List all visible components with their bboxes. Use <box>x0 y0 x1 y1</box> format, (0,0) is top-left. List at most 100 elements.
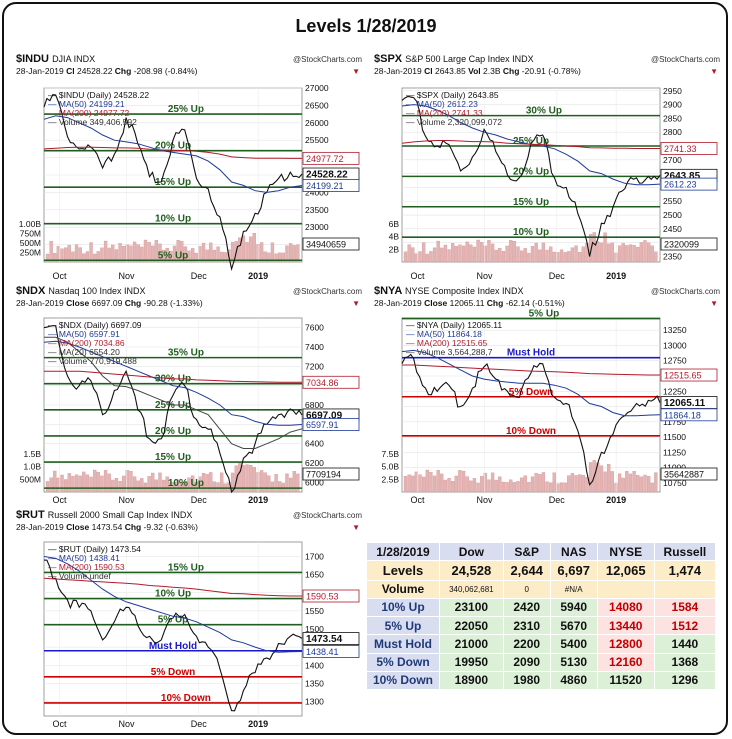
volume-bar <box>476 482 480 493</box>
close-value: 12065.11 <box>450 298 487 308</box>
volume-bar <box>465 241 469 263</box>
legend-entry: — Volume 2,320,099,072 <box>406 117 502 127</box>
y-tick-label: 2850 <box>663 113 682 123</box>
volume-bar <box>563 252 567 263</box>
legend-entry: — $RUT (Daily) 1473.54 <box>48 544 141 554</box>
y-tick-label: 1350 <box>305 678 324 688</box>
volume-bar <box>632 471 636 493</box>
volume-bar <box>296 244 300 263</box>
volume-bar <box>56 477 61 493</box>
y-tick-label: 23000 <box>305 222 329 232</box>
price-box <box>302 467 360 481</box>
table-cell: 13440 <box>596 616 655 636</box>
volume-bar <box>209 472 213 493</box>
chart-name: Russell 2000 Small Cap Index INDX <box>48 510 193 520</box>
volume-bar <box>194 252 198 263</box>
volume-bar <box>267 252 271 263</box>
volume-bar <box>512 240 517 263</box>
volume-bar <box>418 474 422 493</box>
volume-bar <box>125 244 129 263</box>
volume-bar <box>421 476 426 493</box>
y-tick-label: 2500 <box>663 210 682 220</box>
volume-bar <box>259 242 264 263</box>
series-line <box>43 94 303 272</box>
volume-bar <box>147 476 151 493</box>
volume-bar <box>100 475 104 493</box>
volume-bar <box>136 244 140 263</box>
volume-bar <box>567 251 571 263</box>
volume-bar <box>563 482 567 493</box>
plot-area <box>401 87 661 263</box>
volume-bar <box>296 473 300 493</box>
chart-legend: — $NYA (Daily) 12065.11— MA(50) 11864.18… <box>406 320 502 357</box>
volume-bar <box>49 477 53 493</box>
volume-bar <box>93 253 97 263</box>
y-tick-label: 1700 <box>305 552 324 562</box>
price-box-label: 24199.21 <box>306 181 344 191</box>
table-cell: 2420 <box>502 597 551 618</box>
volume-bar <box>100 247 104 263</box>
volume-bar <box>501 481 506 493</box>
chart-date: 28-Jan-2019 Cl 2643.85 Vol 2.3B Chg -20.… <box>374 66 581 76</box>
volume-bar <box>617 245 622 263</box>
down-triangle-icon: ▼ <box>352 67 360 76</box>
volume-bar <box>570 247 575 263</box>
volume-bar <box>599 465 604 493</box>
table-header-row: 1/28/2019 Dow S&P NAS NYSE Russell <box>366 541 717 562</box>
volume-bar <box>71 476 75 493</box>
price-box <box>302 645 360 658</box>
volume-bar <box>292 471 296 493</box>
volume-bar <box>505 482 509 493</box>
volume-bar <box>552 251 556 263</box>
volume-bar <box>581 246 585 263</box>
volume-bar <box>78 475 82 493</box>
volume-bar <box>151 472 155 493</box>
volume-bar <box>534 472 538 493</box>
volume-label: Vol <box>468 66 483 76</box>
volume-bar <box>209 242 213 263</box>
volume-bar <box>263 472 267 493</box>
volume-bar <box>607 243 611 263</box>
volume-bar <box>512 482 517 493</box>
volume-bar <box>85 251 90 263</box>
volume-bar <box>118 243 122 263</box>
close-value: 1473.54 <box>92 522 125 532</box>
volume-bar <box>436 470 440 493</box>
volume-bar <box>621 477 625 493</box>
volume-bar <box>643 240 647 263</box>
row-label: Must Hold <box>366 634 440 654</box>
volume-bar <box>60 474 64 493</box>
volume-bar <box>552 472 556 493</box>
price-box-label: 7034.86 <box>306 378 339 388</box>
volume-bar <box>407 474 411 493</box>
volume-bar <box>592 232 596 263</box>
y-tick-label: 13250 <box>663 325 687 335</box>
y-tick-label: 1650 <box>305 570 324 580</box>
volume-bar <box>578 252 582 263</box>
volume-bar <box>78 247 82 263</box>
volume-bar <box>574 475 578 493</box>
legend-entry: — MA(200) 2741.33 <box>406 108 483 118</box>
table-cell: #N/A <box>549 579 598 599</box>
table-cell: 5130 <box>549 652 598 672</box>
close-label: Close <box>66 298 92 308</box>
volume-bar <box>519 477 524 493</box>
close-label: Close <box>66 522 92 532</box>
volume-bar <box>259 470 264 493</box>
chart-legend: — $INDU (Daily) 24528.22— MA(50) 24199.2… <box>48 90 149 127</box>
table-cell: 5670 <box>549 616 598 636</box>
level-label: 10% Down <box>161 693 211 704</box>
volume-bar <box>472 246 477 263</box>
volume-bar <box>414 471 419 493</box>
table-cell: 23100 <box>439 597 504 618</box>
series-line <box>43 325 303 494</box>
y-tick-label: 24000 <box>305 187 329 197</box>
chart-date: 28-Jan-2019 Close 1473.54 Chg -9.32 (-0.… <box>16 522 198 532</box>
table-cell: 21000 <box>439 634 504 654</box>
volume-bar <box>498 476 502 493</box>
table-row: 5% Up 22050 2310 5670 13440 1512 <box>366 616 717 636</box>
table-row: Must Hold 21000 2200 5400 12800 1440 <box>366 634 717 654</box>
volume-bar <box>274 474 278 493</box>
row-label: Volume <box>366 579 440 599</box>
